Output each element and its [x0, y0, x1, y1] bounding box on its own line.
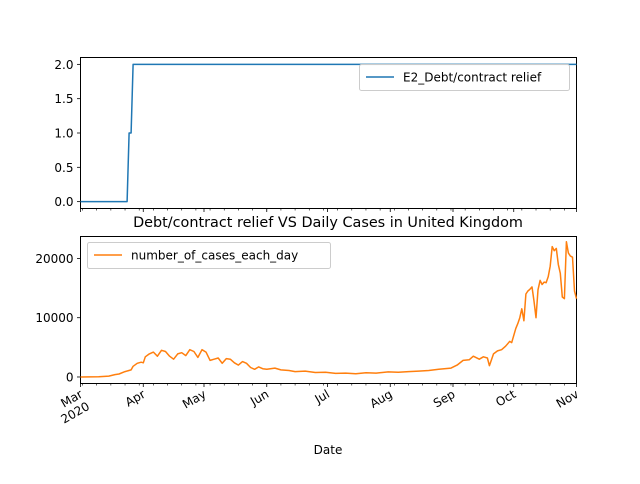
top-y-tick-label: 1.0: [54, 127, 73, 141]
top-y-tick-label: 2.0: [54, 58, 73, 72]
bottom-panel-series: [80, 241, 578, 378]
bottom-legend-label: number_of_cases_each_day: [131, 249, 298, 263]
top-series-line: [80, 63, 577, 203]
x-axis-label: Date: [314, 443, 343, 457]
x-tick-label: Jul: [312, 387, 332, 407]
top-y-tick-label: 0.5: [54, 161, 73, 175]
chart-title: Debt/contract relief VS Daily Cases in U…: [133, 215, 523, 231]
bottom-panel-y-axis: 0 10000 20000: [35, 252, 81, 384]
bottom-y-tick-label: 10000: [35, 311, 73, 325]
bottom-y-tick-label: 0: [66, 370, 74, 384]
bottom-panel-frame: [80, 236, 577, 384]
bottom-y-tick-label: 20000: [35, 252, 73, 266]
top-y-tick-label: 0.0: [54, 195, 73, 209]
bottom-series-line: [80, 241, 578, 378]
top-panel-x-ticks: [80, 208, 577, 212]
top-legend-label: E2_Debt/contract relief: [403, 71, 542, 85]
top-y-tick-label: 1.5: [54, 92, 73, 106]
top-legend-box: [359, 64, 570, 91]
x-tick-label-line: Jul: [312, 387, 332, 407]
top-panel-series: [80, 63, 577, 203]
bottom-legend-box: [87, 242, 331, 269]
bottom-panel-legend: number_of_cases_each_day: [87, 242, 331, 269]
top-panel-y-axis: 0.0 0.5 1.0 1.5 2.0: [54, 58, 81, 209]
top-panel: 0.0 0.5 1.0 1.5 2.0 E2_Debt/contract relief: [54, 57, 577, 212]
top-panel-legend: E2_Debt/contract relief: [359, 64, 570, 91]
